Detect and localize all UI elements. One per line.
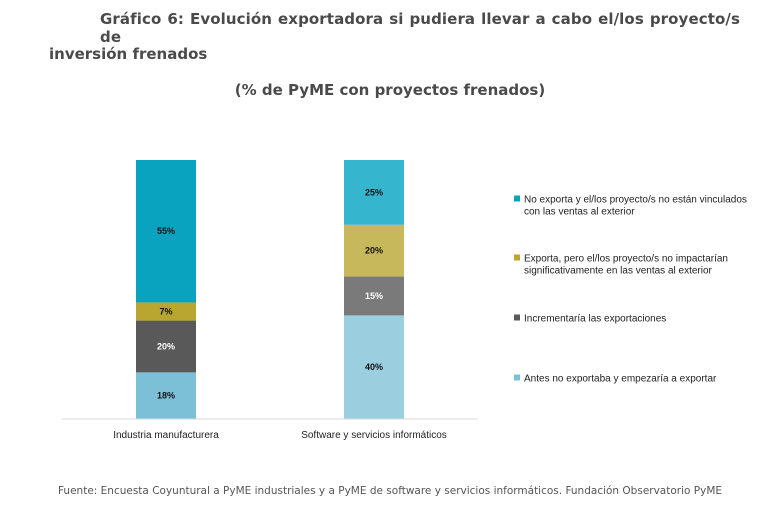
- bar-segment: [136, 372, 196, 419]
- data-label: 25%: [365, 187, 383, 197]
- legend-label: Incrementaría las exportaciones: [524, 314, 666, 325]
- bar-segment: [136, 320, 196, 373]
- data-label: 55%: [157, 226, 175, 236]
- bar-segment: [136, 160, 196, 303]
- category-label: Software y servicios informáticos: [301, 430, 447, 441]
- legend-label: Exporta, pero el/los proyecto/s no impac…: [524, 254, 728, 265]
- category-labels: Industria manufacturera Software y servic…: [113, 430, 447, 441]
- bar-segment: [344, 276, 404, 316]
- category-label: Industria manufacturera: [113, 430, 219, 441]
- legend-swatch: [514, 314, 520, 321]
- chart-title-line-2: inversión frenados: [49, 45, 208, 63]
- stacked-bar-chart: 18% 20% 7% 55% 40% 15% 20% 25% Industria manufa…: [62, 160, 747, 441]
- chart-title-line-1: Gráfico 6: Evolución exportadora si pudi…: [100, 10, 740, 46]
- legend: No exporta y el/los proyecto/s no están …: [514, 195, 747, 385]
- bar-segment: [344, 224, 404, 277]
- legend-item: Exporta, pero el/los proyecto/s no impac…: [514, 254, 728, 277]
- bar-segment: [344, 160, 404, 225]
- legend-label: con las ventas al exterior: [524, 207, 635, 218]
- source-note: Fuente: Encuesta Coyuntural a PyME indus…: [57, 485, 723, 497]
- data-label: 18%: [157, 391, 175, 401]
- legend-swatch: [514, 374, 520, 381]
- chart-subtitle: (% de PyME con proyectos frenados): [234, 81, 546, 99]
- data-label: 7%: [159, 307, 172, 317]
- data-label: 40%: [365, 362, 383, 372]
- data-label: 20%: [365, 246, 383, 256]
- bar-segment: [344, 315, 404, 419]
- legend-item: No exporta y el/los proyecto/s no están …: [514, 195, 747, 218]
- legend-item: Incrementaría las exportaciones: [514, 314, 666, 325]
- data-label: 20%: [157, 341, 175, 351]
- legend-swatch: [514, 254, 520, 261]
- legend-swatch: [514, 195, 520, 202]
- data-label: 15%: [365, 291, 383, 301]
- bars-group: 18% 20% 7% 55% 40% 15% 20% 25%: [136, 160, 404, 419]
- legend-label: Antes no exportaba y empezaría a exporta…: [524, 374, 717, 385]
- legend-item: Antes no exportaba y empezaría a exporta…: [514, 374, 717, 385]
- legend-label: significativamente en las ventas al exte…: [524, 266, 713, 277]
- bar-segment: [136, 302, 196, 321]
- legend-label: No exporta y el/los proyecto/s no están …: [524, 195, 747, 206]
